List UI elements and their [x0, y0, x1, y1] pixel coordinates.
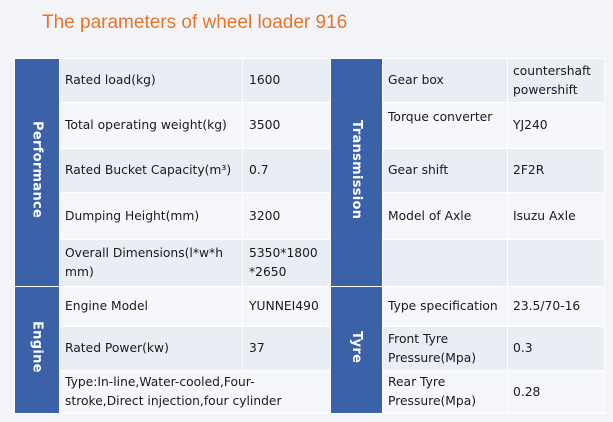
- param-value: 37: [242, 326, 331, 371]
- category-transmission: Transmission: [330, 58, 383, 287]
- table-row: Dumping Height(mm) 3200 Model of Axle Is…: [15, 192, 605, 240]
- param-value: 0.7: [242, 148, 331, 193]
- empty-cell: [507, 239, 605, 287]
- table-row: Rated Power(kw) 37 Front Tyre Pressure(M…: [15, 326, 605, 371]
- param-value: 5350*1800 *2650: [242, 239, 331, 287]
- param-label: Rated load(kg): [59, 58, 243, 103]
- table-row: Type:In-line,Water-cooled,Four-stroke,Di…: [15, 370, 605, 414]
- param-label: Rated Bucket Capacity(m³): [59, 148, 243, 193]
- table-row: Engine Engine Model YUNNEI490 Tyre Type …: [14, 286, 605, 414]
- category-label: Tyre: [349, 330, 364, 364]
- category-label: Transmission: [349, 119, 364, 220]
- page-title: The parameters of wheel loader 916: [42, 12, 348, 33]
- parameters-table: Performance Rated load(kg) 1600 Transmis…: [14, 58, 605, 414]
- param-value: 23.5/70-16: [507, 286, 605, 327]
- table-row: Overall Dimensions(l*w*h mm) 5350*1800 *…: [15, 239, 605, 287]
- category-engine: Engine: [14, 286, 60, 414]
- category-performance: Performance: [14, 58, 60, 287]
- param-label: Rear Tyre Pressure(Mpa): [382, 370, 508, 414]
- engine-type-description: Type:In-line,Water-cooled,Four-stroke,Di…: [59, 370, 331, 414]
- table-row: Rated Bucket Capacity(m³) 0.7 Gear shift…: [15, 148, 605, 193]
- param-value: 1600: [242, 58, 331, 103]
- param-label: Front Tyre Pressure(Mpa): [382, 326, 508, 371]
- param-value: YJ240: [507, 102, 605, 149]
- param-label: Overall Dimensions(l*w*h mm): [59, 239, 243, 287]
- param-label: Type specification: [382, 286, 508, 327]
- param-label: Dumping Height(mm): [59, 192, 243, 240]
- param-value: countershaft powershift: [507, 58, 605, 103]
- param-value: 0.3: [507, 326, 605, 371]
- category-tyre: Tyre: [330, 286, 383, 414]
- param-value: 3500: [242, 102, 331, 149]
- param-value: 3200: [242, 192, 331, 240]
- param-label: Rated Power(kw): [59, 326, 243, 371]
- param-label: Gear box: [382, 58, 508, 103]
- param-label: Gear shift: [382, 148, 508, 193]
- empty-cell: [382, 239, 508, 287]
- param-label: Torque converter: [382, 102, 508, 149]
- param-value: 0.28: [507, 370, 605, 414]
- param-label: Model of Axle: [382, 192, 508, 240]
- param-value: YUNNEI490: [242, 286, 331, 327]
- table-row: Performance Rated load(kg) 1600 Transmis…: [14, 58, 605, 287]
- category-label: Performance: [29, 120, 45, 219]
- param-value: 2F2R: [507, 148, 605, 193]
- param-label: Engine Model: [59, 286, 243, 327]
- param-label: Total operating weight(kg): [59, 102, 243, 149]
- category-label: Engine: [29, 321, 45, 373]
- table-row: Total operating weight(kg) 3500 Torque c…: [15, 102, 605, 149]
- param-value: Isuzu Axle: [507, 192, 605, 240]
